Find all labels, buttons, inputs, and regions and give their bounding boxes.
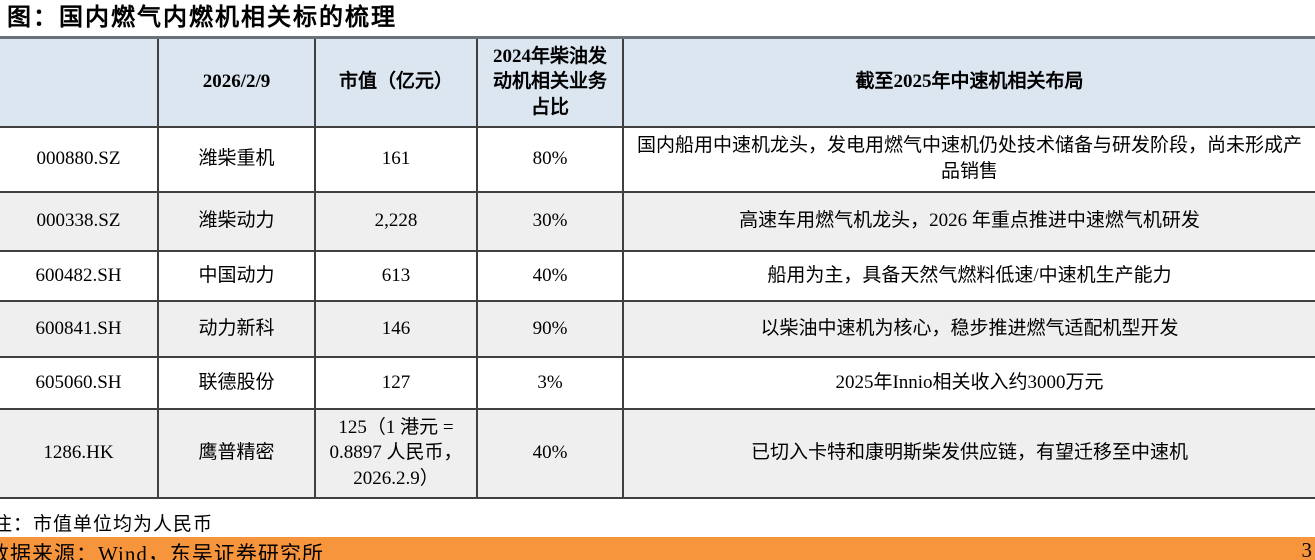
cell-name: 鹰普精密 (157, 407, 316, 499)
page-number: 3 (1301, 538, 1313, 560)
cell-code: 000338.SZ (0, 190, 159, 252)
source-text: 数据来源：Wind，东吴证券研究所 (0, 542, 324, 560)
cell-market-cap: 125（1 港元 = 0.8897 人民币，2026.2.9） (314, 407, 478, 499)
cell-diesel-share: 40% (476, 407, 624, 499)
cell-diesel-share: 40% (476, 249, 624, 302)
table-row: 1286.HK 鹰普精密 125（1 港元 = 0.8897 人民币，2026.… (0, 407, 1315, 499)
table-row: 605060.SH 联德股份 127 3% 2025年Innio相关收入约300… (0, 355, 1315, 410)
header-layout: 截至2025年中速机相关布局 (622, 36, 1315, 128)
cell-code: 600841.SH (0, 299, 159, 358)
cell-layout: 2025年Innio相关收入约3000万元 (622, 355, 1315, 410)
source-bar: 数据来源：Wind，东吴证券研究所 3 (0, 537, 1315, 560)
footnote: 注：市值单位均为人民币 (0, 513, 214, 535)
cell-layout: 船用为主，具备天然气燃料低速/中速机生产能力 (622, 249, 1315, 302)
cell-market-cap: 146 (314, 299, 478, 358)
table-row: 000338.SZ 潍柴动力 2,228 30% 高速车用燃气机龙头，2026 … (0, 190, 1315, 252)
figure-title: 图：国内燃气内燃机相关标的梳理 (7, 5, 397, 31)
cell-diesel-share: 90% (476, 299, 624, 358)
header-row: 2026/2/9 市值（亿元） 2024年柴油发动机相关业务占比 截至2025年… (0, 36, 1315, 128)
cell-name: 联德股份 (157, 355, 316, 410)
cell-diesel-share: 80% (476, 125, 624, 193)
header-blank (0, 36, 159, 128)
cell-market-cap: 127 (314, 355, 478, 410)
cell-name: 潍柴动力 (157, 190, 316, 252)
cell-code: 000880.SZ (0, 125, 159, 193)
header-diesel-share: 2024年柴油发动机相关业务占比 (476, 36, 624, 128)
table-row: 600841.SH 动力新科 146 90% 以柴油中速机为核心，稳步推进燃气适… (0, 299, 1315, 358)
cell-market-cap: 613 (314, 249, 478, 302)
cell-name: 动力新科 (157, 299, 316, 358)
cell-code: 1286.HK (0, 407, 159, 499)
cell-layout: 已切入卡特和康明斯柴发供应链，有望迁移至中速机 (622, 407, 1315, 499)
cell-diesel-share: 30% (476, 190, 624, 252)
table-row: 000880.SZ 潍柴重机 161 80% 国内船用中速机龙头，发电用燃气中速… (0, 125, 1315, 193)
cell-name: 中国动力 (157, 249, 316, 302)
cell-layout: 以柴油中速机为核心，稳步推进燃气适配机型开发 (622, 299, 1315, 358)
cell-layout: 高速车用燃气机龙头，2026 年重点推进中速燃气机研发 (622, 190, 1315, 252)
cell-diesel-share: 3% (476, 355, 624, 410)
header-date: 2026/2/9 (157, 36, 316, 128)
cell-name: 潍柴重机 (157, 125, 316, 193)
cell-layout: 国内船用中速机龙头，发电用燃气中速机仍处技术储备与研发阶段，尚未形成产品销售 (622, 125, 1315, 193)
cell-market-cap: 161 (314, 125, 478, 193)
header-market-cap: 市值（亿元） (314, 36, 478, 128)
cell-code: 600482.SH (0, 249, 159, 302)
table-row: 600482.SH 中国动力 613 40% 船用为主，具备天然气燃料低速/中速… (0, 249, 1315, 302)
cell-market-cap: 2,228 (314, 190, 478, 252)
stocks-table: 2026/2/9 市值（亿元） 2024年柴油发动机相关业务占比 截至2025年… (0, 36, 1315, 499)
cell-code: 605060.SH (0, 355, 159, 410)
